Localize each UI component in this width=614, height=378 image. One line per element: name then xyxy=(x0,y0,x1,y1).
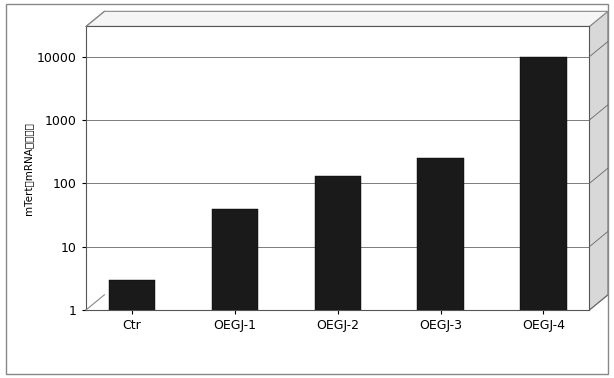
Bar xyxy=(109,280,155,378)
Y-axis label: mTertのmRNAレベル数: mTertのmRNAレベル数 xyxy=(23,122,33,215)
Bar xyxy=(212,209,258,378)
Bar xyxy=(314,176,361,378)
Bar xyxy=(418,158,464,378)
Bar xyxy=(520,57,567,378)
